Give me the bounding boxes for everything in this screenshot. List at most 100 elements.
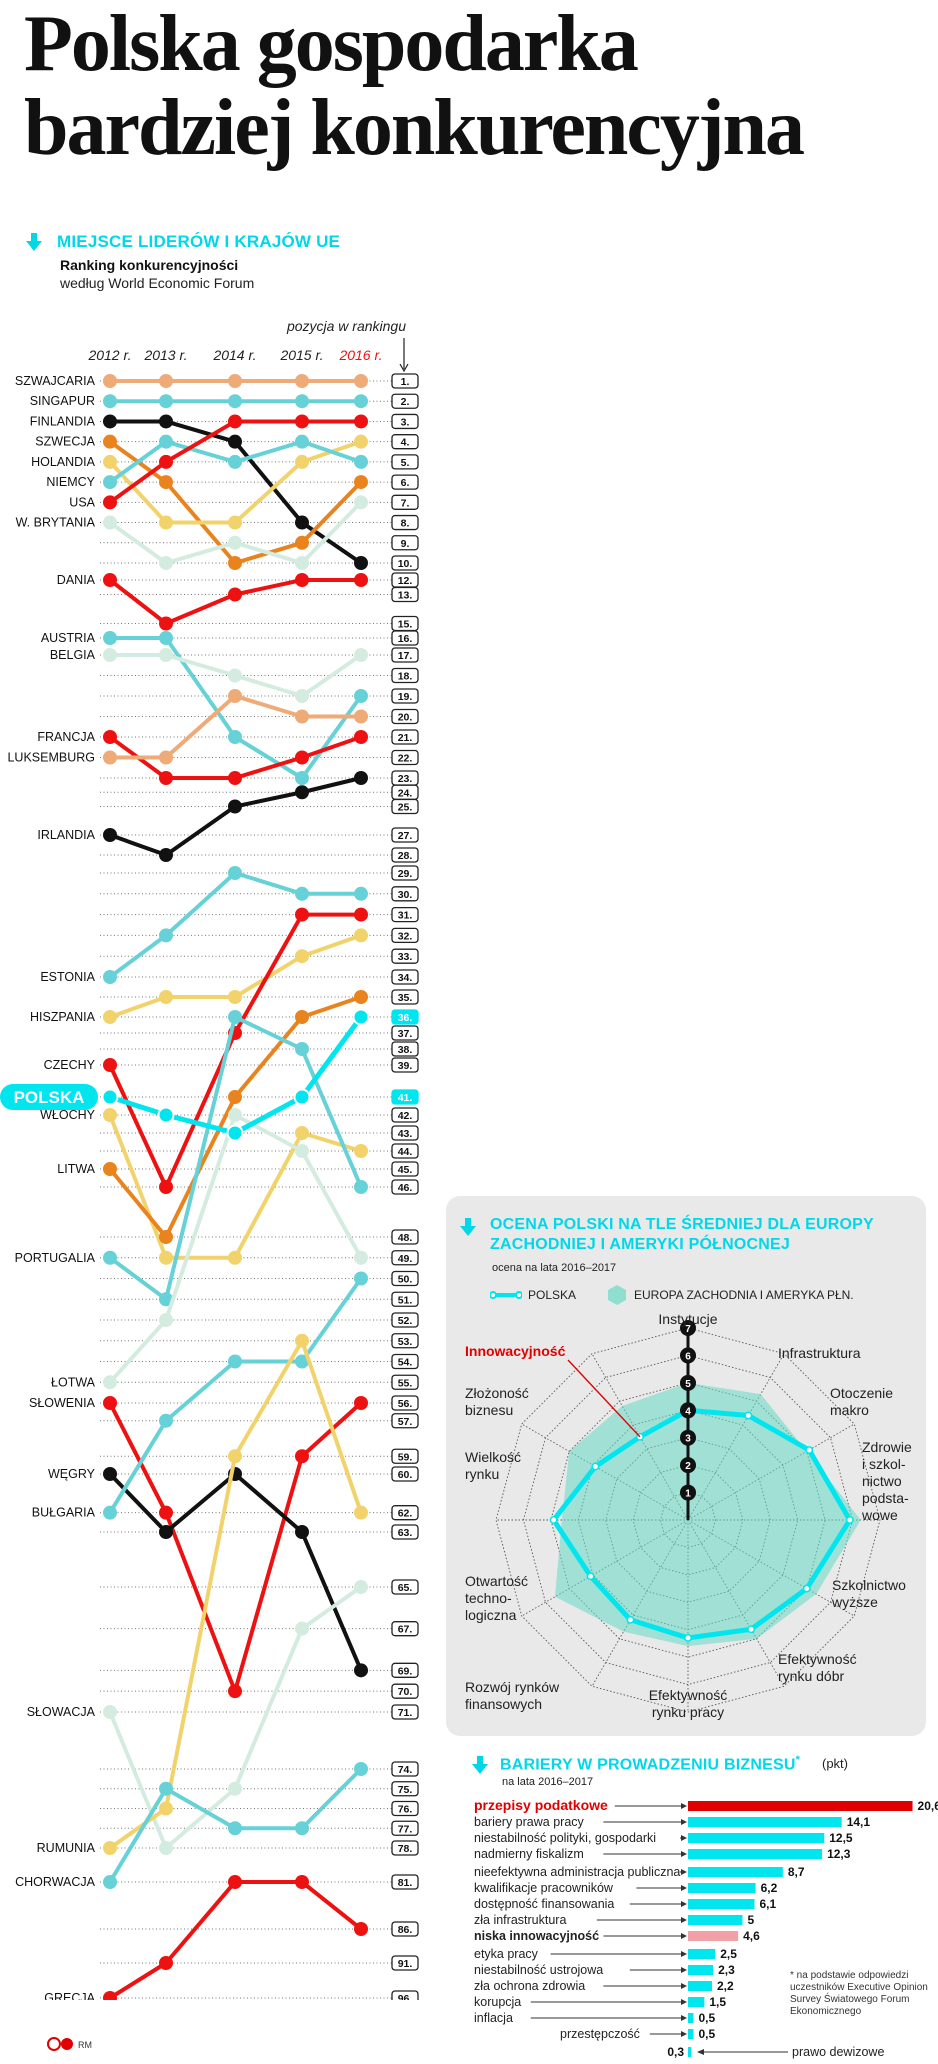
rank-box [391, 1250, 419, 1266]
rank-label: 6. [401, 477, 410, 489]
series-point [228, 1108, 242, 1122]
rank-label: 20. [398, 712, 413, 724]
series-point [159, 928, 173, 943]
country-label: WŁOCHY [40, 1108, 96, 1122]
arrow-down-icon [472, 1756, 488, 1774]
series-point [103, 1467, 117, 1481]
rank-box [391, 1057, 419, 1073]
rank-box [391, 1621, 419, 1637]
country-label: BUŁGARIA [32, 1506, 96, 1520]
series-point [228, 866, 242, 880]
radar-point [626, 1615, 635, 1624]
arrow-down-icon [26, 233, 42, 251]
rank-label: 29. [398, 868, 413, 880]
series-point [103, 475, 117, 490]
legend-area-icon [608, 1285, 626, 1305]
series-point [295, 750, 309, 765]
arrow-down-icon [399, 363, 409, 373]
series-point [159, 1413, 173, 1428]
series-point [103, 1108, 117, 1122]
series-point [159, 515, 173, 530]
bar-value-label: 0,5 [698, 2011, 715, 2025]
country-label: CZECHY [44, 1058, 96, 1072]
series-point [103, 1991, 117, 2000]
bar [688, 1833, 825, 1843]
series-point [354, 475, 368, 490]
series-point [103, 1505, 117, 1520]
series-point [295, 689, 309, 703]
rank-box [391, 1840, 419, 1856]
series-point [295, 394, 309, 409]
rank-box [391, 827, 419, 843]
rank-box [391, 906, 419, 923]
series-point [228, 515, 242, 530]
rank-label: 30. [398, 889, 413, 901]
bars-heading-mark: * [795, 1754, 801, 1766]
series-point [159, 394, 173, 409]
arrow-right-icon [681, 1803, 687, 1809]
series-point [228, 434, 242, 449]
series-point [354, 556, 368, 570]
radar-axis-label: Innowacyjność [465, 1343, 566, 1359]
rank-box [391, 1683, 419, 1699]
rank-box [391, 1025, 419, 1041]
rank-label: 10. [398, 558, 413, 570]
arrow-right-icon [681, 1917, 687, 1923]
rank-box [391, 1781, 419, 1797]
rank-box [391, 1270, 419, 1287]
scale-label: 6 [685, 1351, 691, 1362]
series-point [295, 1621, 309, 1636]
scale-label: 2 [685, 1461, 691, 1472]
rank-label: 55. [398, 1377, 413, 1389]
radar-point [586, 1572, 595, 1581]
series-point [295, 785, 309, 800]
arrow-right-icon [681, 2015, 687, 2021]
rank-box [391, 555, 419, 571]
series-point [159, 475, 173, 490]
bar-category-label: inflacja [474, 2011, 513, 2025]
radar-axis-label: Otoczenie makro [830, 1385, 893, 1418]
series-point [228, 587, 242, 602]
bar-value-label: 4,6 [743, 1929, 760, 1943]
series-point [103, 573, 117, 587]
bars-heading-text: BARIERY W PROWADZENIU BIZNESU [500, 1756, 796, 1774]
rank-box [391, 1800, 419, 1817]
bar-category-label: bariery prawa pracy [474, 1815, 585, 1829]
rank-label: 48. [398, 1232, 413, 1244]
rank-box [391, 1579, 419, 1595]
series-point [103, 1162, 117, 1176]
bar-category-label: dostępność finansowania [474, 1897, 614, 1911]
bars-heading: BARIERY W PROWADZENIU BIZNESU* [500, 1754, 800, 1774]
series-line-dania [108, 578, 361, 626]
series-point [103, 828, 117, 842]
rank-label: 4. [401, 437, 410, 449]
radar-point [747, 1625, 756, 1634]
rank-box [391, 1704, 419, 1720]
series-point [103, 1250, 117, 1265]
rank-label: 13. [398, 590, 413, 602]
series-point [295, 1449, 309, 1464]
series-point [159, 990, 173, 1004]
rank-label: 31. [398, 910, 413, 922]
bar-value-label: 8,7 [788, 1865, 805, 1879]
series-point [103, 730, 117, 744]
series-point [295, 1354, 309, 1369]
bar-category-label: zła infrastruktura [474, 1913, 566, 1927]
ranking-source: według World Economic Forum [60, 275, 255, 291]
bar-category-label: prawo dewizowe [792, 2045, 884, 2059]
rank-box [391, 514, 419, 531]
bar [688, 2047, 692, 2057]
radar-point [744, 1411, 753, 1420]
country-label: PORTUGALIA [15, 1251, 96, 1265]
page-title: Polska gospodarka bardziej konkurencyjna [24, 2, 805, 170]
series-point [228, 394, 242, 409]
rank-label: 49. [398, 1253, 413, 1265]
rank-label: 12. [398, 575, 413, 587]
rank-box [391, 1874, 419, 1890]
rank-label: 15. [398, 619, 413, 631]
radar-axis-label: Rozwój rynków finansowych [465, 1679, 560, 1712]
arrow-right-icon [681, 1999, 687, 2005]
rank-label: 62. [398, 1508, 413, 1520]
rank-label: 74. [398, 1764, 413, 1776]
rank-box [391, 688, 419, 704]
